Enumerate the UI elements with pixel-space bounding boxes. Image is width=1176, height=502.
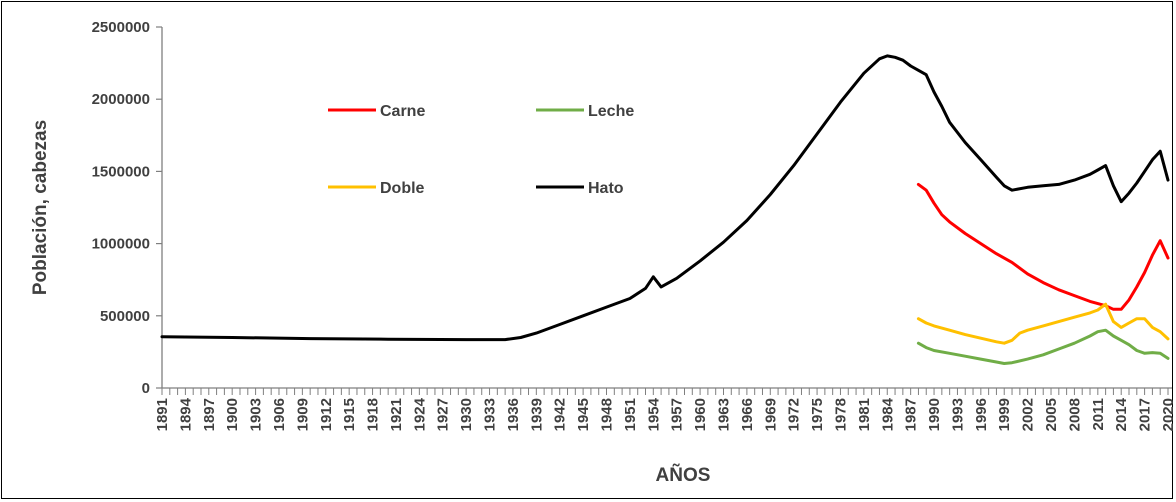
x-tick-label: 1957 <box>669 398 686 431</box>
x-tick-label: 2002 <box>1020 398 1037 431</box>
x-tick-label: 1972 <box>786 398 803 431</box>
x-tick-label: 2011 <box>1090 398 1107 431</box>
legend-label-leche: Leche <box>588 103 634 120</box>
legend-label-doble: Doble <box>380 180 425 197</box>
x-tick-label: 1948 <box>599 398 616 431</box>
x-tick-label: 1897 <box>201 398 218 431</box>
x-tick-label: 2017 <box>1137 398 1154 431</box>
x-tick-label: 1918 <box>365 398 382 431</box>
y-tick-label: 2500000 <box>92 19 150 36</box>
x-tick-label: 1942 <box>552 398 569 431</box>
x-tick-label: 1963 <box>715 398 732 431</box>
y-tick-label: 1000000 <box>92 236 150 253</box>
x-tick-label: 1939 <box>528 398 545 431</box>
series-line-leche <box>916 328 1170 365</box>
x-tick-label: 1960 <box>692 398 709 431</box>
x-tick-label: 2005 <box>1043 398 1060 431</box>
series-line-hato <box>160 54 1170 342</box>
x-tick-label: 1906 <box>271 398 288 431</box>
x-tick-label: 1987 <box>903 398 920 431</box>
x-tick-label: 1903 <box>248 398 265 431</box>
x-tick-label: 1891 <box>154 398 171 431</box>
x-tick-label: 1909 <box>294 398 311 431</box>
x-tick-label: 1894 <box>177 397 194 431</box>
x-tick-label: 1915 <box>341 398 358 431</box>
x-tick-label: 1924 <box>411 397 428 431</box>
x-tick-label: 1984 <box>879 397 896 431</box>
x-tick-label: 1933 <box>482 398 499 431</box>
x-tick-label: 1951 <box>622 398 639 431</box>
x-tick-label: 1966 <box>739 398 756 431</box>
legend-label-hato: Hato <box>588 180 624 197</box>
x-tick-label: 1936 <box>505 398 522 431</box>
x-tick-label: 1993 <box>949 398 966 431</box>
x-tick-label: 1981 <box>856 398 873 431</box>
x-axis-title: AÑOS <box>656 464 711 486</box>
y-tick-label: 500000 <box>100 308 150 325</box>
x-tick-label: 2020 <box>1160 398 1176 431</box>
x-tick-label: 1900 <box>224 398 241 431</box>
x-tick-label: 2008 <box>1066 398 1083 431</box>
x-tick-label: 1930 <box>458 398 475 431</box>
legend-label-carne: Carne <box>380 103 425 120</box>
y-tick-label: 2000000 <box>92 91 150 108</box>
x-tick-label: 2014 <box>1113 397 1130 431</box>
x-tick-label: 1912 <box>318 398 335 431</box>
x-tick-label: 1999 <box>996 398 1013 431</box>
x-tick-label: 1990 <box>926 398 943 431</box>
y-axis-title: Población, cabezas <box>30 120 51 295</box>
y-tick-label: 1500000 <box>92 163 150 180</box>
x-tick-label: 1921 <box>388 398 405 431</box>
x-tick-label: 1975 <box>809 398 826 431</box>
x-tick-label: 1978 <box>832 398 849 431</box>
x-tick-label: 1927 <box>435 398 452 431</box>
series-line-doble <box>916 302 1170 345</box>
x-tick-label: 1954 <box>645 397 662 431</box>
series-line-carne <box>916 182 1170 311</box>
x-tick-label: 1969 <box>762 398 779 431</box>
y-tick-label: 0 <box>142 380 150 397</box>
x-tick-label: 1996 <box>973 398 990 431</box>
x-tick-label: 1945 <box>575 398 592 431</box>
